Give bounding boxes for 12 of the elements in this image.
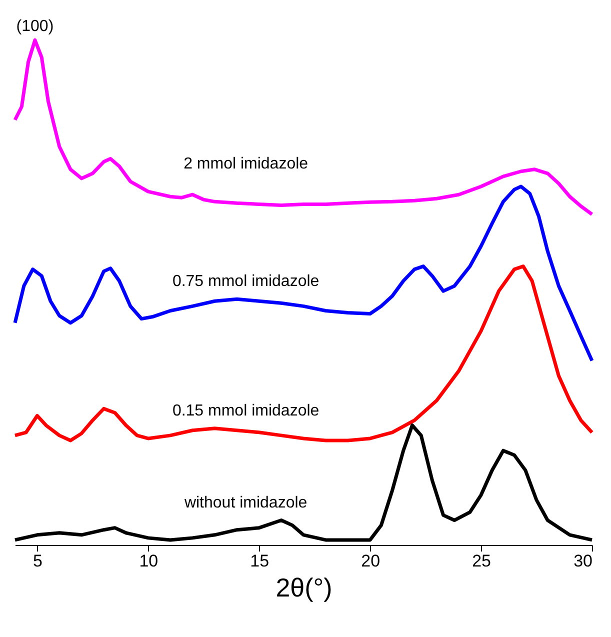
x-tick-label: 20 — [361, 552, 380, 570]
series-label: without imidazole — [183, 494, 308, 512]
series-label: 0.75 mmol imidazole — [172, 273, 320, 290]
series-label: 2 mmol imidazole — [184, 155, 308, 172]
x-tick-label: 15 — [250, 552, 270, 570]
x-tick-label: 10 — [139, 552, 158, 570]
x-tick-label: 25 — [472, 552, 491, 570]
annotation: (100) — [16, 18, 54, 36]
x-tick-label: 30 — [574, 552, 592, 570]
series-label: 0.15 mmol imidazole — [172, 402, 320, 420]
x-tick-label: 5 — [32, 552, 42, 570]
x-axis-title: 2θ(°) — [276, 572, 332, 602]
